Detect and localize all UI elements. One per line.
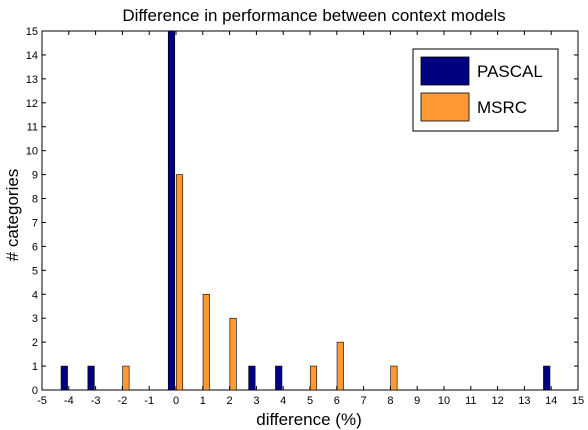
x-tick-label: 0: [173, 395, 179, 407]
x-tick-label: 11: [465, 395, 476, 407]
bar-pascal: [275, 365, 283, 391]
bar-msrc: [336, 341, 344, 391]
x-tick-label: -2: [118, 395, 128, 407]
bar-pascal: [60, 365, 68, 391]
x-tick-label: 9: [414, 395, 420, 407]
x-tick-label: -5: [37, 395, 47, 407]
bar-msrc: [309, 365, 318, 391]
bar-msrc: [175, 174, 184, 391]
y-tick-label: 7: [32, 217, 38, 229]
y-tick-label: 6: [32, 241, 38, 253]
bar-pascal: [167, 30, 176, 391]
x-tick-label: 4: [280, 395, 286, 407]
y-tick-label: 9: [32, 170, 38, 182]
x-tick-label: 10: [438, 395, 450, 407]
y-tick-label: 1: [32, 361, 38, 373]
legend-label-msrc: MSRC: [477, 98, 527, 117]
x-tick-label: 2: [227, 395, 233, 407]
bar-msrc: [390, 365, 398, 391]
y-tick-label: 10: [26, 146, 38, 158]
x-tick-label: -4: [64, 395, 74, 407]
legend-swatch-msrc: [420, 92, 470, 122]
y-tick-label: 8: [32, 194, 38, 206]
x-tick-label: 6: [334, 395, 340, 407]
x-tick-label: 12: [491, 395, 503, 407]
y-tick-label: 3: [32, 313, 38, 325]
x-tick-label: 3: [253, 395, 259, 407]
x-tick-label: 14: [545, 395, 557, 407]
bar-msrc: [202, 293, 210, 391]
bar-msrc: [122, 365, 130, 391]
y-tick-label: 2: [32, 337, 38, 349]
x-tick-label: -1: [144, 395, 154, 407]
y-tick-label: 0: [32, 385, 38, 397]
y-axis-label: # categories: [3, 168, 22, 262]
x-tick-label: -3: [91, 395, 101, 407]
x-tick-label: 5: [307, 395, 313, 407]
y-tick-label: 5: [32, 265, 38, 277]
legend-swatch-pascal: [420, 56, 470, 86]
x-tick-label: 13: [518, 395, 530, 407]
legend-label-pascal: PASCAL: [477, 62, 543, 81]
y-tick-label: 14: [26, 50, 38, 62]
x-tick-label: 15: [572, 395, 584, 407]
y-tick-label: 4: [32, 289, 38, 301]
y-tick-label: 12: [26, 98, 38, 110]
x-tick-label: 1: [200, 395, 206, 407]
bar-pascal: [543, 365, 551, 391]
bar-msrc: [229, 317, 237, 391]
bar-pascal: [87, 365, 95, 391]
bar-pascal: [248, 365, 256, 391]
x-tick-label: 7: [361, 395, 367, 407]
chart-title: Difference in performance between contex…: [122, 6, 506, 25]
y-tick-label: 11: [27, 122, 38, 134]
x-axis-label: difference (%): [256, 410, 362, 429]
y-tick-label: 13: [26, 74, 38, 86]
x-tick-label: 8: [387, 395, 393, 407]
y-tick-label: 15: [26, 26, 38, 38]
